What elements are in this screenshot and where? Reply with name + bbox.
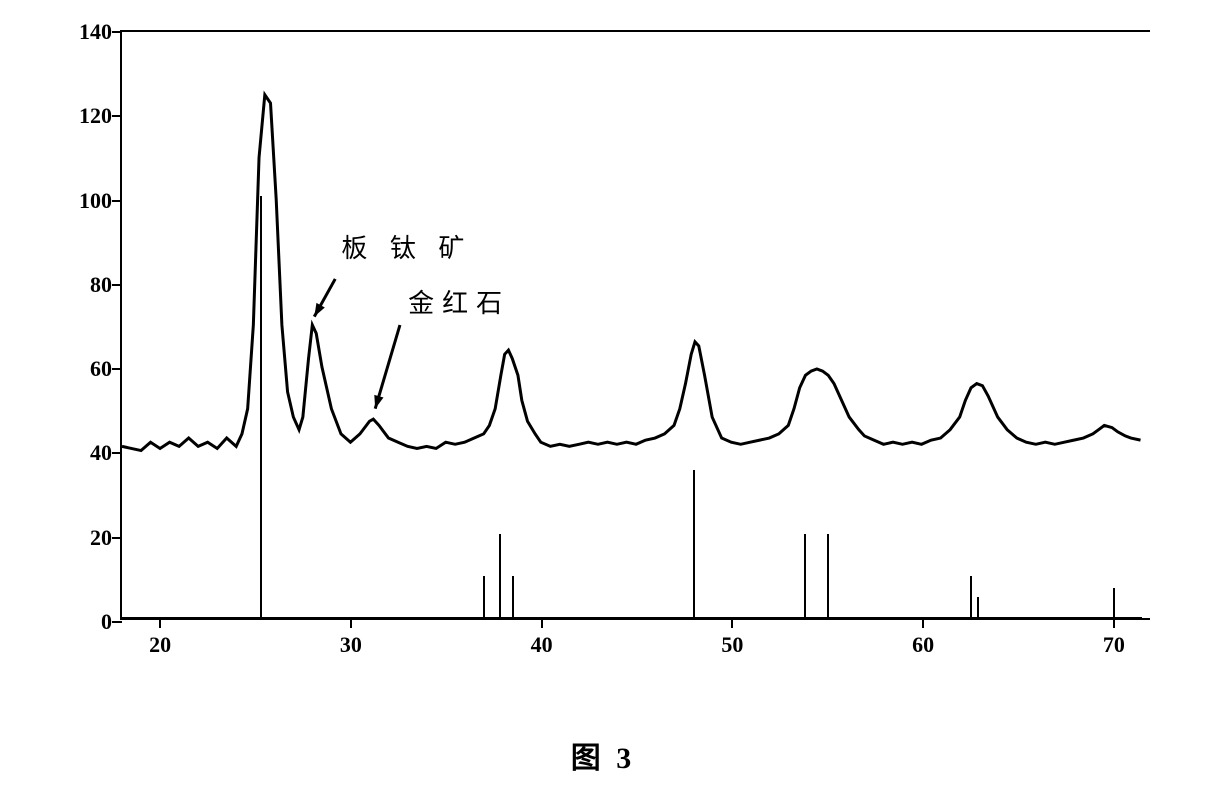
reference-peak	[827, 534, 829, 618]
reference-peak	[512, 576, 514, 618]
chart-container: 0 20 40 60 80 100 120 140 20 30 40 50 60 70 板 钛 矿金红石	[50, 20, 1170, 670]
x-tick-label: 60	[912, 632, 934, 658]
x-tick	[350, 618, 352, 628]
y-tick-label: 40	[67, 440, 112, 466]
y-tick-label: 120	[67, 103, 112, 129]
x-tick-label: 50	[721, 632, 743, 658]
x-tick	[159, 618, 161, 628]
annotation-arrowhead	[374, 395, 383, 409]
reference-peak	[804, 534, 806, 618]
y-tick	[112, 452, 122, 454]
x-tick-label: 70	[1103, 632, 1125, 658]
reference-peak	[693, 470, 695, 618]
y-tick-label: 140	[67, 19, 112, 45]
y-tick-label: 100	[67, 188, 112, 214]
plot-area: 020406080100120140 203040506070 板 钛 矿金红石	[120, 30, 1150, 620]
x-tick-label: 20	[149, 632, 171, 658]
x-tick	[1113, 618, 1115, 628]
y-tick	[112, 31, 122, 33]
x-tick	[731, 618, 733, 628]
x-tick-label: 30	[340, 632, 362, 658]
y-tick-label: 0	[67, 609, 112, 635]
reference-peak	[970, 576, 972, 618]
main-curve	[122, 95, 1141, 451]
y-tick	[112, 200, 122, 202]
y-tick	[112, 621, 122, 623]
y-tick-label: 20	[67, 525, 112, 551]
annotation-label: 金红石	[408, 283, 510, 320]
annotation-arrowhead	[314, 303, 325, 317]
reference-peak	[977, 597, 979, 618]
y-tick	[112, 368, 122, 370]
annotation-label: 板 钛 矿	[341, 228, 472, 265]
reference-peak	[260, 196, 262, 617]
x-tick	[922, 618, 924, 628]
reference-baseline	[122, 617, 1142, 619]
reference-peak	[499, 534, 501, 618]
reference-peak	[483, 576, 485, 618]
y-tick-label: 80	[67, 272, 112, 298]
y-tick	[112, 284, 122, 286]
figure-caption: 图 3	[571, 733, 636, 777]
x-tick-label: 40	[531, 632, 553, 658]
y-tick	[112, 537, 122, 539]
x-tick	[541, 618, 543, 628]
annotation-arrow-line	[375, 325, 400, 409]
y-tick-label: 60	[67, 356, 112, 382]
y-tick	[112, 115, 122, 117]
reference-peak	[1113, 588, 1115, 618]
xrd-curve-svg	[122, 32, 1150, 618]
